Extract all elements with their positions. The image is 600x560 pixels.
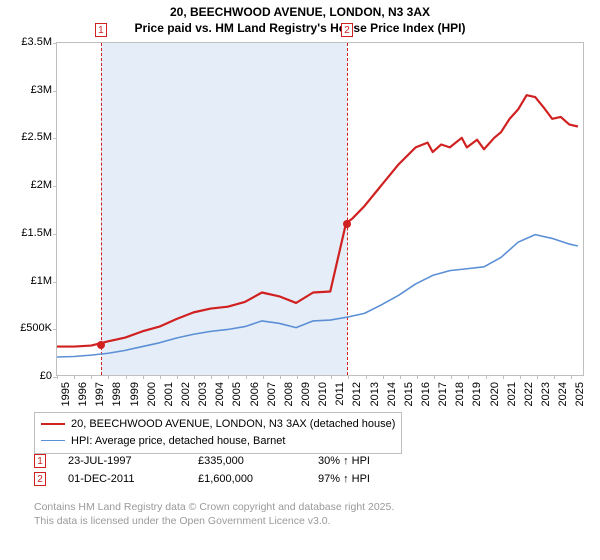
x-axis-tick-label: 2016	[420, 382, 432, 406]
y-axis-tick-label: £1M	[8, 275, 52, 287]
x-axis-tick-label: 2025	[574, 382, 586, 406]
y-axis-tick-label: £2M	[8, 179, 52, 191]
y-axis-tick-label: £500K	[8, 322, 52, 334]
attribution-line-1: Contains HM Land Registry data © Crown c…	[34, 500, 394, 514]
x-axis-tick-label: 2002	[180, 382, 192, 406]
y-axis-tick-label: £2.5M	[8, 131, 52, 143]
legend-label-property: 20, BEECHWOOD AVENUE, LONDON, N3 3AX (de…	[71, 416, 395, 433]
chart-title-block: 20, BEECHWOOD AVENUE, LONDON, N3 3AX Pri…	[0, 0, 600, 36]
x-axis-tick-label: 2006	[249, 382, 261, 406]
x-axis-tick-label: 1995	[60, 382, 72, 406]
sales-table: 1 23-JUL-1997 £335,000 30% ↑ HPI 2 01-DE…	[34, 454, 574, 490]
sale-row-1: 1 23-JUL-1997 £335,000 30% ↑ HPI	[34, 454, 574, 468]
x-axis-tick-label: 2018	[454, 382, 466, 406]
x-axis-tick-label: 2023	[540, 382, 552, 406]
chart-legend: 20, BEECHWOOD AVENUE, LONDON, N3 3AX (de…	[34, 412, 402, 454]
sale-date-2: 01-DEC-2011	[68, 473, 198, 485]
y-axis-tick-label: £1.5M	[8, 227, 52, 239]
title-line-2: Price paid vs. HM Land Registry's House …	[0, 20, 600, 36]
x-axis-tick-label: 2019	[471, 382, 483, 406]
x-axis-tick-label: 2000	[146, 382, 158, 406]
x-axis-tick-label: 2012	[351, 382, 363, 406]
title-line-1: 20, BEECHWOOD AVENUE, LONDON, N3 3AX	[0, 4, 600, 20]
legend-swatch-property	[41, 423, 65, 425]
x-axis-tick-label: 2022	[523, 382, 535, 406]
x-axis-tick-label: 2014	[386, 382, 398, 406]
x-axis-tick-label: 2015	[403, 382, 415, 406]
chart-lines-svg	[57, 43, 583, 375]
sale-marker-box: 1	[95, 23, 107, 37]
sale-row-2: 2 01-DEC-2011 £1,600,000 97% ↑ HPI	[34, 472, 574, 486]
y-axis-tick-label: £3M	[8, 84, 52, 96]
x-axis-tick-label: 2013	[369, 382, 381, 406]
legend-swatch-hpi	[41, 440, 65, 441]
legend-label-hpi: HPI: Average price, detached house, Barn…	[71, 433, 285, 450]
x-axis-tick-label: 1998	[111, 382, 123, 406]
y-axis-tick-label: £3.5M	[8, 36, 52, 48]
x-axis-tick-label: 2004	[214, 382, 226, 406]
x-axis-tick-label: 2005	[231, 382, 243, 406]
x-axis-tick-label: 2021	[506, 382, 518, 406]
chart-container: 12 £0 £500K £1M £1.5M £2M £2.5M £3M £3.5M 1995 19…	[8, 38, 592, 408]
attribution-line-2: This data is licensed under the Open Gov…	[34, 514, 394, 528]
sale-date-1: 23-JUL-1997	[68, 455, 198, 467]
series-line	[57, 95, 578, 346]
x-axis-tick-label: 2011	[334, 382, 346, 406]
sale-marker-1: 1	[34, 454, 46, 468]
plot-area: 12	[56, 42, 584, 376]
x-axis-tick-label: 1999	[129, 382, 141, 406]
x-axis-tick-label: 2001	[163, 382, 175, 406]
legend-item-hpi: HPI: Average price, detached house, Barn…	[41, 433, 395, 450]
sale-pct-2: 97% ↑ HPI	[318, 473, 438, 485]
x-axis-tick-label: 2017	[437, 382, 449, 406]
sale-marker-2: 2	[34, 472, 46, 486]
sale-point-dot	[343, 220, 351, 228]
x-axis-tick-label: 1997	[94, 382, 106, 406]
legend-item-property: 20, BEECHWOOD AVENUE, LONDON, N3 3AX (de…	[41, 416, 395, 433]
x-axis-tick-label: 2007	[266, 382, 278, 406]
sale-marker-box: 2	[341, 23, 353, 37]
x-axis-tick-label: 1996	[77, 382, 89, 406]
x-axis-tick-label: 2020	[489, 382, 501, 406]
x-axis-tick-label: 2024	[557, 382, 569, 406]
x-axis-tick-label: 2003	[197, 382, 209, 406]
attribution-text: Contains HM Land Registry data © Crown c…	[34, 500, 394, 528]
sale-price-2: £1,600,000	[198, 473, 318, 485]
sale-pct-1: 30% ↑ HPI	[318, 455, 438, 467]
series-line	[57, 235, 578, 357]
x-axis-tick-label: 2009	[300, 382, 312, 406]
sale-price-1: £335,000	[198, 455, 318, 467]
sale-point-dot	[97, 341, 105, 349]
y-axis-tick-label: £0	[8, 370, 52, 382]
x-axis-tick-label: 2008	[283, 382, 295, 406]
x-axis-tick-label: 2010	[317, 382, 329, 406]
